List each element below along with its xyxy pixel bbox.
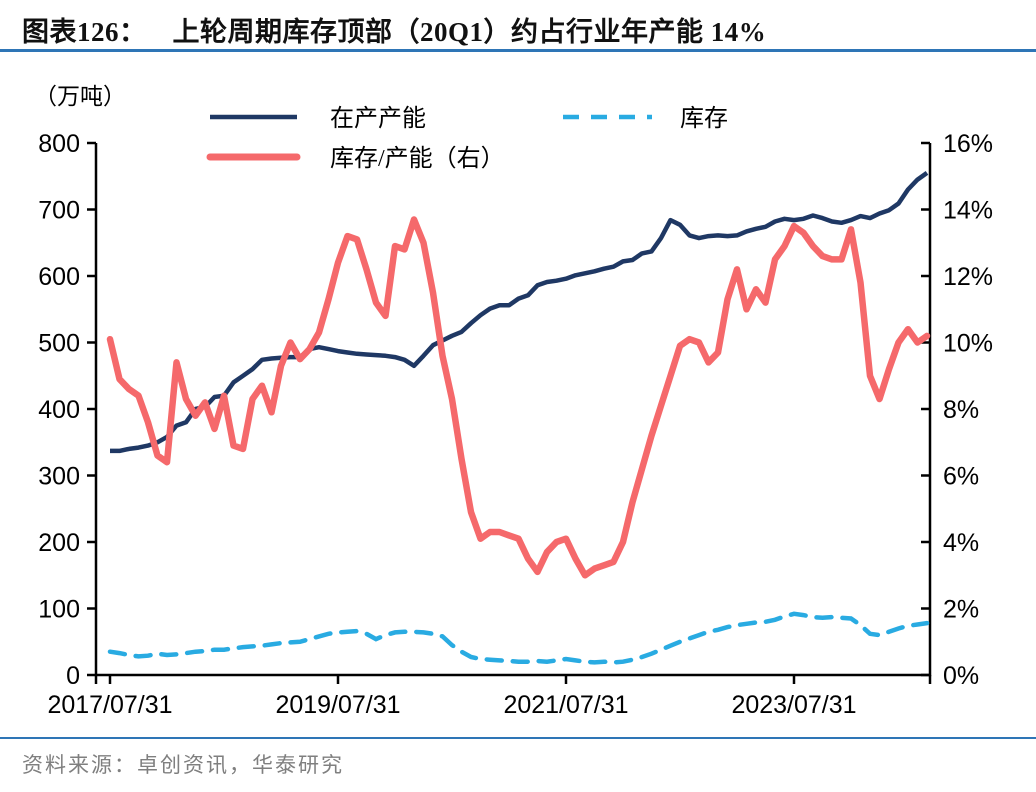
chart-header: 图表126： 上轮周期库存顶部（20Q1）约占行业年产能 14% xyxy=(0,0,1036,52)
left-axis-tick-label: 700 xyxy=(38,197,80,225)
left-axis-tick-label: 300 xyxy=(38,463,80,491)
x-axis-tick-label: 2019/07/31 xyxy=(275,691,400,719)
x-axis-tick-label: 2021/07/31 xyxy=(503,691,628,719)
right-axis-tick-label: 12% xyxy=(943,263,993,291)
x-axis-tick-label: 2017/07/31 xyxy=(47,691,172,719)
left-axis-unit-label: （万吨） xyxy=(34,84,126,109)
right-axis-tick-label: 4% xyxy=(943,529,979,557)
right-axis-tick-label: 16% xyxy=(943,130,993,158)
inventory-line xyxy=(107,611,930,665)
figure-number: 图表126： xyxy=(22,17,147,47)
chart-area: （万吨） 在产产能 库存库存/产能（右） 800 700 600 500 400 300 200 1… xyxy=(0,52,1036,734)
page-title: 上轮周期库存顶部（20Q1）约占行业年产能 14% xyxy=(172,17,767,47)
left-axis-tick-label: 100 xyxy=(38,596,80,624)
right-axis-tick-label: 6% xyxy=(943,463,979,491)
left-axis-tick-label: 200 xyxy=(38,529,80,557)
left-axis-tick-label: 800 xyxy=(38,130,80,158)
left-axis-tick-label: 500 xyxy=(38,330,80,358)
legend-label-active-capacity: 在产产能 xyxy=(330,105,426,132)
left-axis-tick-label: 600 xyxy=(38,263,80,291)
right-axis-tick-label: 8% xyxy=(943,396,979,424)
left-axis-tick-label: 0 xyxy=(66,662,80,690)
right-axis-tick-label: 10% xyxy=(943,330,993,358)
x-axis-tick-label: 2023/07/31 xyxy=(731,691,856,719)
left-axis-tick-label: 400 xyxy=(38,396,80,424)
right-axis-tick-label: 2% xyxy=(943,596,979,624)
legend-label-inventory-capacity-ratio: 库存/产能（右） xyxy=(330,145,505,172)
source-note: 资料来源：卓创资讯，华泰研究 xyxy=(22,753,344,777)
active-capacity-line xyxy=(110,171,929,454)
footer-divider xyxy=(0,737,1036,739)
right-axis-tick-label: 0% xyxy=(943,662,979,690)
legend-label-inventory: 库存 xyxy=(680,105,728,132)
inventory-capacity-ratio-line xyxy=(106,216,931,579)
right-axis-tick-label: 14% xyxy=(943,197,993,225)
